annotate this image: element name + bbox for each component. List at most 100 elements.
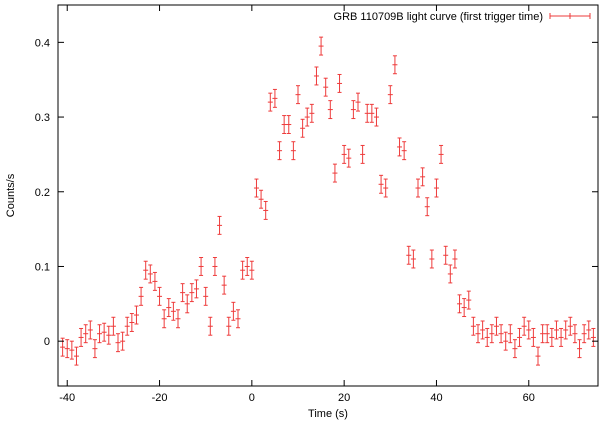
data-point (429, 249, 435, 269)
data-point (64, 339, 70, 359)
data-point (521, 316, 527, 336)
data-point (323, 77, 329, 97)
x-tick-label: -40 (59, 392, 75, 404)
data-point (480, 320, 486, 340)
data-point (378, 174, 384, 194)
data-point (503, 331, 509, 351)
data-point (572, 324, 578, 344)
data-point (295, 85, 301, 105)
data-point (78, 327, 84, 347)
data-point (341, 144, 347, 164)
data-point (332, 163, 338, 183)
data-point (258, 189, 264, 209)
data-point (217, 215, 223, 235)
tick-labels: -40 -20 0 20 40 60 0 0.1 0.2 0.3 0.4 (35, 37, 535, 404)
data-point (475, 324, 481, 344)
data-point (392, 55, 398, 75)
x-tick-label: 0 (249, 392, 255, 404)
data-point (567, 316, 573, 336)
data-point (540, 324, 546, 344)
data-point (290, 141, 296, 161)
data-point (83, 324, 89, 344)
data-point (207, 316, 213, 336)
data-point (304, 107, 310, 127)
data-point (406, 245, 412, 265)
legend-label: GRB 110709B light curve (first trigger t… (334, 11, 543, 23)
data-point (581, 324, 587, 344)
data-point (180, 283, 186, 303)
data-point (364, 103, 370, 123)
data-point (360, 144, 366, 164)
y-tick-label: 0.2 (35, 187, 50, 199)
data-point (433, 178, 439, 198)
y-axis-label: Counts/s (5, 173, 17, 217)
data-point (263, 200, 269, 220)
data-point (115, 333, 121, 353)
data-point (438, 144, 444, 164)
data-point (452, 249, 458, 269)
data-point (230, 301, 236, 321)
data-point (420, 167, 426, 187)
data-point (553, 320, 559, 340)
data-point (410, 249, 416, 269)
data-point (590, 327, 596, 347)
data-point (447, 264, 453, 284)
data-point (577, 339, 583, 359)
data-point (170, 301, 176, 321)
x-tick-label: 20 (338, 392, 350, 404)
data-point (286, 115, 292, 134)
legend: GRB 110709B light curve (first trigger t… (334, 11, 591, 23)
data-point (512, 339, 518, 359)
data-point (97, 324, 103, 344)
x-tick-label: -20 (152, 392, 168, 404)
data-point (272, 88, 278, 108)
legend-swatch (549, 13, 591, 19)
data-point (133, 305, 139, 325)
data-point (457, 294, 463, 314)
axis-ticks (58, 5, 598, 386)
x-axis-label: Time (s) (308, 408, 348, 420)
data-point (249, 260, 255, 280)
data-point (157, 286, 163, 306)
data-point (383, 178, 389, 198)
data-point (484, 327, 490, 347)
data-point (267, 92, 273, 112)
data-point (240, 260, 246, 280)
data-point (110, 316, 116, 336)
data-point (92, 339, 98, 359)
data-point (281, 115, 287, 134)
data-point (563, 320, 569, 340)
data-point (152, 271, 158, 291)
data-point (147, 264, 153, 284)
data-point (87, 320, 93, 340)
data-point (443, 245, 449, 265)
plot-frame (57, 4, 599, 387)
data-point (166, 298, 172, 318)
data-point (461, 298, 467, 318)
x-tick-label: 40 (430, 392, 442, 404)
data-point (535, 346, 541, 366)
data-point (517, 327, 523, 347)
x-tick-label: 60 (523, 392, 535, 404)
data-point (69, 340, 75, 360)
data-point (387, 85, 393, 105)
data-point (226, 316, 232, 336)
data-point (549, 327, 555, 347)
data-point (489, 324, 495, 344)
data-point (586, 320, 592, 340)
data-point (198, 257, 204, 276)
data-point (143, 260, 149, 280)
data-point (221, 275, 227, 295)
data-point (212, 257, 218, 276)
data-point (318, 36, 324, 56)
data-point (424, 197, 430, 217)
data-point (235, 309, 241, 329)
data-point (337, 73, 343, 93)
data-point (558, 327, 564, 347)
data-point (530, 327, 536, 347)
data-point (253, 178, 259, 198)
data-point (466, 290, 472, 310)
data-point (101, 322, 107, 342)
